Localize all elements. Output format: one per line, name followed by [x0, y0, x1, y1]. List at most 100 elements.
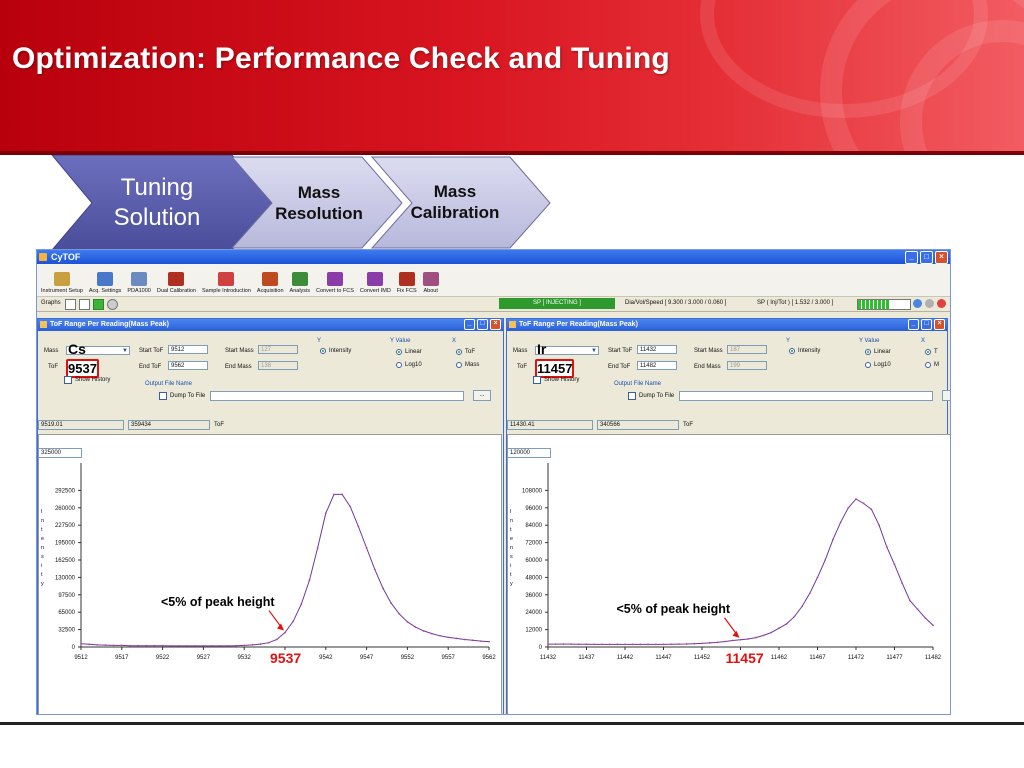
toolbar-button-fix-fcs[interactable]: Fix FCS — [397, 272, 417, 296]
radio-dot — [925, 362, 931, 368]
panel-maximize-button[interactable]: □ — [921, 319, 932, 330]
data-point — [316, 547, 319, 549]
output-file-input[interactable] — [679, 391, 933, 401]
panel-minimize-button[interactable]: _ — [908, 319, 919, 330]
banner-divider — [0, 151, 1024, 155]
app-titlebar[interactable]: CyTOF _ □ × — [37, 250, 950, 264]
browse-button[interactable]: ... — [473, 390, 491, 401]
toolbar-button-instrument-setup[interactable]: Instrument Setup — [41, 272, 83, 296]
x-tick-label: 9527 — [197, 655, 211, 661]
panel-icon — [509, 321, 516, 328]
linear-radio[interactable]: Linear — [396, 349, 422, 355]
panel-titlebar[interactable]: ToF Range Per Reading(Mass Peak) _ □ × — [38, 319, 503, 331]
x-tof-radio[interactable]: ToF — [456, 349, 475, 355]
mass-label: Mass — [44, 348, 59, 354]
peak-graph-icon[interactable] — [79, 299, 90, 310]
end-tof-input[interactable]: 11482 — [637, 361, 677, 370]
data-point — [785, 622, 788, 625]
data-point — [685, 643, 688, 645]
y-tick-label: 130000 — [55, 575, 76, 581]
log10-radio[interactable]: Log10 — [865, 362, 891, 368]
close-button[interactable]: × — [935, 251, 948, 264]
toolbar-button-acquisition[interactable]: Acquisition — [257, 272, 284, 296]
minimize-button[interactable]: _ — [905, 251, 918, 264]
end-tof-input[interactable]: 9562 — [168, 361, 208, 370]
data-point — [202, 645, 205, 647]
ymax-input[interactable]: 325000 — [38, 448, 82, 458]
chevron-mass-calibration — [370, 156, 551, 249]
y-tick-label: 48000 — [525, 575, 542, 581]
intensity-radio[interactable]: Intensity — [320, 348, 351, 354]
intensity-radio[interactable]: Intensity — [789, 348, 820, 354]
step-label-line2: Resolution — [275, 204, 363, 223]
data-point — [793, 615, 796, 618]
line-graph-icon[interactable] — [65, 299, 76, 310]
data-point — [251, 643, 254, 646]
start-tof-input[interactable]: 11432 — [637, 345, 677, 354]
mass-select[interactable]: ▼ — [535, 346, 599, 355]
panel-close-button[interactable]: × — [934, 319, 945, 330]
show-history-checkbox[interactable]: Show History — [533, 376, 579, 384]
toolbar-button-acq-settings[interactable]: Acq. Settings — [89, 272, 121, 296]
data-point — [284, 631, 286, 634]
peak-height-annotation: <5% of peak height — [161, 594, 275, 609]
chevron-tuning-solution — [51, 155, 273, 250]
toolbar-button-convert-imd[interactable]: Convert IMD — [360, 272, 391, 296]
stop-red-icon[interactable] — [937, 299, 946, 308]
cursor-tof-readout: 9519.01 — [38, 420, 124, 430]
panel-minimize-button[interactable]: _ — [464, 319, 475, 330]
play-icon[interactable] — [93, 299, 104, 310]
browse-button[interactable] — [942, 390, 950, 401]
data-point — [341, 493, 344, 496]
step-mass-resolution[interactable]: Mass Resolution — [260, 182, 378, 224]
y-axis-label-char: s — [510, 554, 513, 560]
y-tick-label: 0 — [72, 645, 76, 651]
radio-dot — [925, 349, 931, 355]
data-point — [893, 563, 896, 566]
panel-close-button[interactable]: × — [490, 319, 501, 330]
stop-icon[interactable] — [107, 299, 118, 310]
data-point — [178, 645, 180, 647]
record-icon[interactable] — [925, 299, 934, 308]
tof-value-field[interactable]: 9537 — [66, 359, 99, 378]
toolbar-button-analysis[interactable]: Analysis — [290, 272, 310, 296]
y-axis-label-char: t — [41, 527, 43, 533]
sp-status-indicator: SP [ INJECTING ] — [499, 298, 615, 309]
show-history-checkbox[interactable]: Show History — [64, 376, 110, 384]
slide-title: Optimization: Performance Check and Tuni… — [12, 42, 670, 75]
radio-dot — [396, 362, 402, 368]
toolbar-button-convert-to-fcs[interactable]: Convert to FCS — [316, 272, 354, 296]
toolbar-button-pda1000[interactable]: PDA1000 — [127, 272, 151, 296]
step-mass-calibration[interactable]: Mass Calibration — [400, 181, 510, 223]
step-tuning-solution[interactable]: Tuning Solution — [92, 173, 222, 233]
ymax-input[interactable]: 120000 — [507, 448, 551, 458]
peak-chart: 0 12000 24000 36000 48000 60000 72000 84000 9600… — [510, 463, 942, 661]
toolbar-button-about[interactable]: About — [422, 272, 439, 296]
y-tick-label: 292500 — [55, 488, 76, 494]
x-mass-radio[interactable]: M — [925, 362, 939, 368]
toolbar-button-dual-calibration[interactable]: Dual Calibration — [157, 272, 196, 296]
panel-titlebar[interactable]: ToF Range Per Reading(Mass Peak) _ □ × — [507, 319, 947, 331]
panel-maximize-button[interactable]: □ — [477, 319, 488, 330]
start-tof-input[interactable]: 9512 — [168, 345, 208, 354]
data-point — [701, 642, 703, 645]
x-mass-radio[interactable]: Mass — [456, 362, 479, 368]
output-file-input[interactable] — [210, 391, 464, 401]
linear-radio[interactable]: Linear — [865, 349, 891, 355]
toolbar-label: Fix FCS — [396, 288, 417, 294]
step-label-line2: Calibration — [410, 203, 500, 222]
toolbar-button-sample-introduction[interactable]: Sample Introduction — [202, 272, 251, 296]
dump-to-file-checkbox[interactable]: Dump To File — [628, 392, 674, 400]
x-tof-radio[interactable]: T — [925, 349, 938, 355]
maximize-button[interactable]: □ — [920, 251, 933, 264]
tof-value-field[interactable]: 11457 — [535, 359, 575, 378]
log10-radio[interactable]: Log10 — [396, 362, 422, 368]
mass-select[interactable]: ▼ — [66, 346, 130, 355]
tof-label: ToF — [517, 364, 528, 370]
data-point — [243, 644, 246, 647]
dump-to-file-checkbox[interactable]: Dump To File — [159, 392, 205, 400]
start-mass-input: 127 — [258, 345, 298, 354]
chevron-shapes — [51, 155, 551, 250]
pause-icon[interactable] — [913, 299, 922, 308]
log10-label: Log10 — [874, 362, 891, 368]
